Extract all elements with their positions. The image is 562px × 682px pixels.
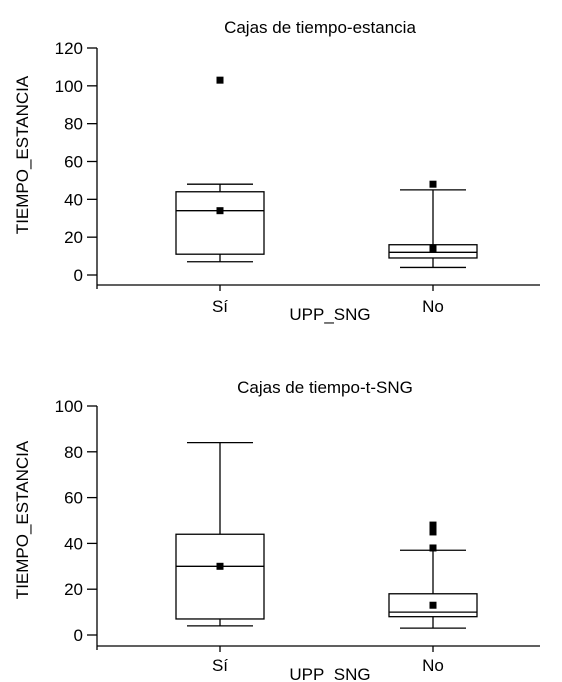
x-tick-label: Sí — [212, 656, 228, 675]
outlier-point — [429, 528, 437, 536]
outlier-point — [429, 180, 437, 188]
y-axis-label: TIEMPO_ESTANCIA — [13, 75, 32, 234]
y-tick-label: 60 — [64, 489, 83, 508]
plot-area: 0 20 40 60 80 100 120 Sí No — [55, 39, 540, 316]
chart-title: Cajas de tiempo-estancia — [224, 18, 416, 37]
y-tick-label: 80 — [64, 443, 83, 462]
y-tick-label: 0 — [74, 626, 83, 645]
y-tick-label: 120 — [55, 39, 83, 58]
box-Sí — [175, 441, 265, 627]
mean-marker — [429, 245, 437, 253]
chart-t-sng: Cajas de tiempo-t-SNG TIEMPO_ESTANCIA UP… — [13, 378, 540, 682]
mean-marker — [216, 562, 224, 570]
x-axis-label: UPP_SNG — [289, 305, 370, 324]
y-tick-label: 40 — [64, 190, 83, 209]
box-No — [388, 180, 478, 269]
iqr-box — [388, 244, 478, 259]
x-tick-label: Sí — [212, 297, 228, 316]
y-tick-label: 60 — [64, 153, 83, 172]
plot-area: 0 20 40 60 80 100 Sí No — [55, 397, 540, 675]
mean-marker — [429, 601, 437, 609]
y-tick-label: 40 — [64, 534, 83, 553]
iqr-box — [388, 593, 478, 618]
y-tick-label: 80 — [64, 115, 83, 134]
chart-estancia: Cajas de tiempo-estancia TIEMPO_ESTANCIA… — [13, 18, 540, 324]
x-axis-label: UPP_SNG — [289, 665, 370, 682]
y-tick-label: 100 — [55, 77, 83, 96]
outlier-point — [216, 76, 224, 84]
y-axis-label: TIEMPO_ESTANCIA — [13, 440, 32, 599]
iqr-box — [175, 533, 265, 620]
iqr-box — [175, 191, 265, 255]
chart-title: Cajas de tiempo-t-SNG — [237, 378, 413, 397]
outlier-point — [429, 544, 437, 552]
y-tick-label: 20 — [64, 228, 83, 247]
outlier-point — [429, 521, 437, 529]
mean-marker — [216, 207, 224, 215]
box-No — [388, 521, 478, 629]
x-tick-label: No — [422, 656, 444, 675]
y-tick-label: 100 — [55, 397, 83, 416]
x-tick-label: No — [422, 297, 444, 316]
y-tick-label: 0 — [74, 266, 83, 285]
y-tick-label: 20 — [64, 580, 83, 599]
box-Sí — [175, 76, 265, 263]
